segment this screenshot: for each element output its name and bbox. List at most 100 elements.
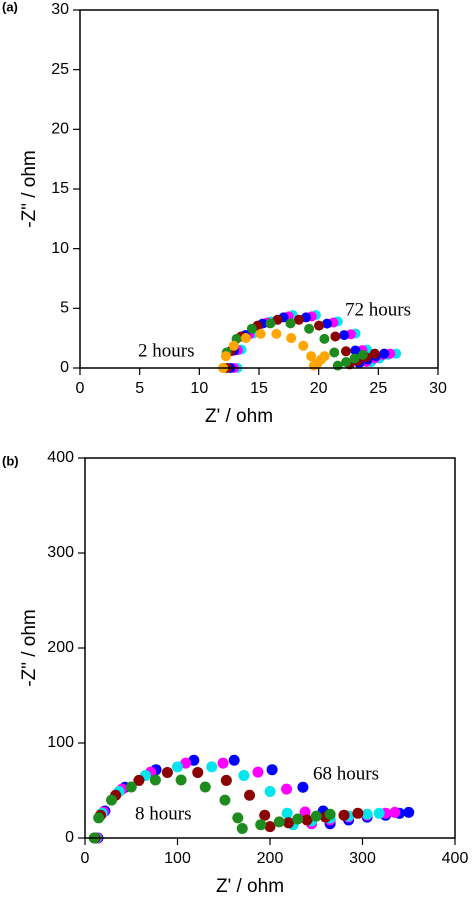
data-point xyxy=(340,346,351,357)
data-point xyxy=(319,333,330,344)
data-point xyxy=(244,789,256,801)
data-point xyxy=(255,328,266,339)
y-axis-label: -Z" / ohm xyxy=(19,150,40,227)
y-tick-label: 300 xyxy=(47,544,74,561)
y-tick-label: 20 xyxy=(51,121,69,138)
data-point xyxy=(301,814,313,826)
annotation: 72 hours xyxy=(345,299,411,320)
data-point xyxy=(350,345,361,356)
data-point xyxy=(125,781,137,793)
data-point xyxy=(298,340,309,351)
data-point xyxy=(379,348,390,359)
x-tick-label: 25 xyxy=(369,380,387,397)
data-point xyxy=(304,323,315,334)
data-point xyxy=(306,351,317,362)
data-point xyxy=(403,806,415,818)
data-point xyxy=(236,823,248,834)
x-tick-label: 0 xyxy=(81,850,90,867)
data-point xyxy=(319,351,330,362)
data-point xyxy=(281,783,293,795)
x-tick-label: 20 xyxy=(310,380,328,397)
data-point xyxy=(133,774,145,786)
data-point xyxy=(266,764,278,776)
data-point xyxy=(341,357,352,368)
y-tick-label: 25 xyxy=(51,61,69,78)
data-point xyxy=(106,794,118,806)
data-point xyxy=(297,781,309,793)
data-point xyxy=(232,812,244,824)
y-tick-label: 10 xyxy=(51,240,69,257)
data-point xyxy=(349,353,360,364)
data-point xyxy=(228,754,240,766)
y-tick-label: 15 xyxy=(51,180,69,197)
data-point xyxy=(361,808,373,820)
data-point xyxy=(281,807,293,819)
data-point xyxy=(228,340,239,351)
y-tick-label: 200 xyxy=(47,639,74,656)
data-point xyxy=(389,806,401,818)
y-tick-label: 30 xyxy=(51,1,69,18)
data-point xyxy=(310,810,322,822)
data-point xyxy=(324,808,336,820)
data-point xyxy=(373,807,385,819)
data-point xyxy=(273,816,285,828)
data-point xyxy=(240,333,251,344)
data-point xyxy=(352,807,364,819)
x-tick-label: 15 xyxy=(250,380,268,397)
data-point xyxy=(192,766,204,778)
y-tick-label: 100 xyxy=(47,734,74,751)
y-axis-label: -Z" / ohm xyxy=(19,609,40,686)
annotation: 68 hours xyxy=(313,763,379,784)
data-point xyxy=(219,794,231,806)
data-point xyxy=(172,761,183,773)
data-point xyxy=(265,318,276,329)
data-point xyxy=(271,328,282,339)
data-point xyxy=(314,320,325,331)
data-point xyxy=(357,349,368,360)
data-point xyxy=(264,786,276,798)
data-point xyxy=(238,769,250,781)
data-point xyxy=(339,330,350,341)
x-tick-label: 200 xyxy=(257,850,284,867)
data-point xyxy=(292,813,304,825)
data-point xyxy=(93,812,105,824)
data-point xyxy=(199,781,211,793)
data-point xyxy=(220,351,231,362)
x-tick-label: 10 xyxy=(190,380,208,397)
data-point xyxy=(322,318,333,329)
data-point xyxy=(161,766,173,778)
data-point xyxy=(217,757,229,769)
data-point xyxy=(252,766,264,778)
annotation: 2 hours xyxy=(138,340,194,361)
y-tick-label: 0 xyxy=(60,359,69,376)
data-point xyxy=(293,314,304,325)
x-tick-label: 5 xyxy=(135,380,144,397)
data-point xyxy=(220,774,232,786)
panel-label: (b) xyxy=(2,453,19,468)
x-tick-label: 300 xyxy=(349,850,376,867)
x-tick-label: 0 xyxy=(76,380,85,397)
x-tick-label: 400 xyxy=(442,850,469,867)
data-point xyxy=(259,809,271,821)
x-tick-label: 30 xyxy=(429,380,447,397)
data-point xyxy=(175,774,187,786)
data-point xyxy=(329,347,340,358)
x-tick-label: 100 xyxy=(164,850,191,867)
data-point xyxy=(149,774,161,786)
y-tick-label: 5 xyxy=(60,300,69,317)
data-point xyxy=(255,819,267,831)
x-axis-label: Z' / ohm xyxy=(216,876,284,897)
data-point xyxy=(206,761,218,773)
panel-label: (a) xyxy=(2,0,18,14)
data-point xyxy=(286,333,297,344)
data-point xyxy=(246,323,257,334)
y-tick-label: 400 xyxy=(47,449,74,466)
annotation: 8 hours xyxy=(135,803,191,824)
data-point xyxy=(264,821,276,833)
data-point xyxy=(285,318,296,329)
data-point xyxy=(330,331,341,342)
y-tick-label: 0 xyxy=(65,829,74,846)
data-point xyxy=(338,809,350,821)
data-point xyxy=(369,348,380,359)
